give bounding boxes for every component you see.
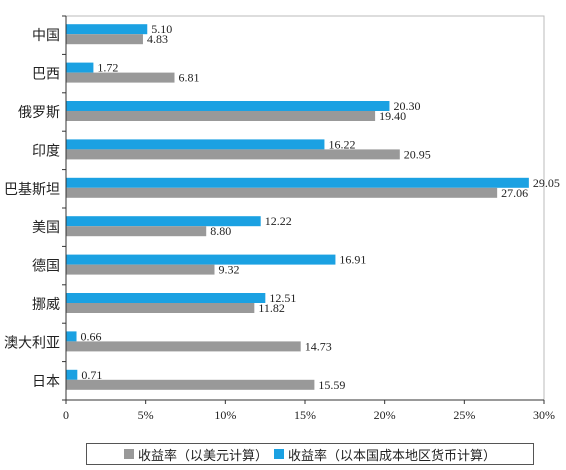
x-tick-label: 10%	[214, 408, 236, 422]
bar	[66, 369, 78, 380]
bar	[66, 303, 255, 313]
data-label: 4.83	[147, 32, 168, 46]
bar	[66, 379, 315, 390]
data-label: 9.32	[218, 263, 239, 277]
data-label: 12.22	[265, 214, 292, 228]
category-label: 德国	[32, 259, 60, 275]
data-label: 1.72	[97, 61, 118, 75]
data-label: 11.82	[258, 301, 285, 315]
x-tick-label: 30%	[533, 408, 555, 422]
category-label: 中国	[32, 28, 60, 44]
data-label: 14.73	[305, 339, 332, 353]
legend-label-local: 收益率（以本国成本地区货币计算）	[288, 447, 497, 463]
bar	[66, 139, 325, 150]
legend-label-usd: 收益率（以美元计算）	[137, 447, 268, 463]
x-tick-label: 15%	[294, 408, 316, 422]
data-label: 0.71	[81, 368, 102, 382]
bar	[66, 101, 390, 111]
data-label: 27.06	[501, 186, 528, 200]
data-label: 16.91	[339, 253, 366, 267]
bar	[66, 187, 498, 198]
data-label: 6.81	[179, 71, 200, 85]
category-label: 美国	[32, 220, 60, 236]
bar	[66, 62, 94, 73]
x-tick-label: 0	[63, 408, 69, 422]
data-label: 12.51	[269, 291, 296, 305]
data-label: 19.40	[379, 109, 406, 123]
legend-swatch-usd	[123, 449, 134, 459]
data-label: 16.22	[328, 137, 355, 151]
bar	[66, 226, 207, 237]
bar	[66, 34, 143, 45]
legend-item-local: 收益率（以本国成本地区货币计算）	[274, 445, 496, 464]
category-label: 印度	[32, 143, 60, 159]
category-label: 日本	[32, 374, 60, 390]
category-label: 挪威	[32, 297, 60, 313]
data-label: 15.59	[318, 378, 345, 392]
category-label: 澳大利亚	[4, 335, 60, 351]
bar	[66, 111, 376, 121]
legend: 收益率（以美元计算） 收益率（以本国成本地区货币计算）	[86, 443, 534, 465]
legend-item-usd: 收益率（以美元计算）	[123, 445, 268, 464]
legend-swatch-local	[274, 449, 284, 459]
x-tick-label: 5%	[138, 408, 154, 422]
x-tick-label: 25%	[453, 408, 475, 422]
bar	[66, 293, 266, 303]
data-label: 20.95	[404, 147, 431, 161]
category-label: 巴基斯坦	[4, 181, 60, 198]
category-label: 俄罗斯	[18, 105, 60, 121]
category-label: 巴西	[32, 68, 60, 83]
data-label: 0.66	[81, 329, 102, 343]
bar	[66, 331, 77, 342]
bar	[66, 264, 215, 275]
bar	[66, 24, 148, 35]
bar	[66, 177, 529, 188]
bar	[66, 149, 400, 160]
data-label: 29.05	[533, 176, 560, 190]
data-label: 8.80	[210, 224, 231, 238]
bar	[66, 72, 175, 83]
x-tick-label: 20%	[374, 408, 396, 422]
bar	[66, 254, 336, 265]
bar	[66, 216, 261, 227]
bar	[66, 341, 301, 352]
data-label: 5.10	[151, 22, 172, 36]
data-label: 20.30	[393, 99, 420, 113]
